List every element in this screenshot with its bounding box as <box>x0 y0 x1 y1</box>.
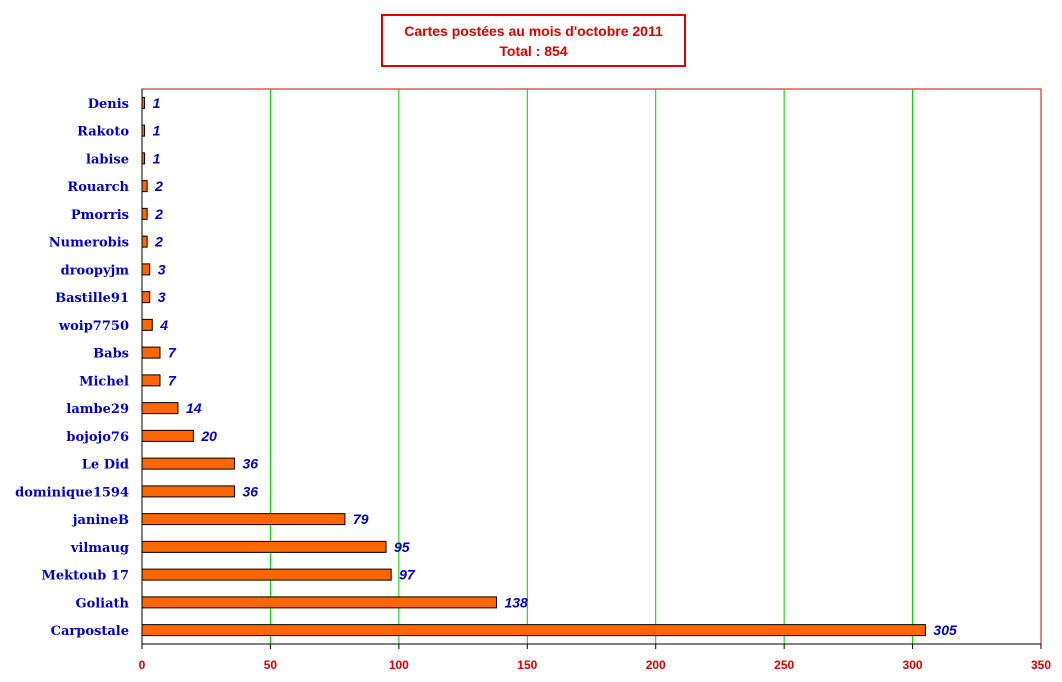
bar <box>141 513 346 526</box>
bar <box>141 346 161 359</box>
x-tick-labels: 0 50 100 150 200 250 300 350 <box>139 644 1051 672</box>
chart-title-box: Cartes postées au mois d'octobre 2011 To… <box>381 14 686 67</box>
x-tick-label: 150 <box>517 658 537 672</box>
value-label: 36 <box>242 483 258 499</box>
x-tick-label: 50 <box>264 658 278 672</box>
bar <box>141 457 235 470</box>
value-label: 97 <box>399 567 416 583</box>
chart-title: Cartes postées au mois d'octobre 2011 <box>404 22 663 39</box>
value-label: 1 <box>153 150 161 166</box>
category-label: bojojo76 <box>66 430 129 445</box>
category-label: Denis <box>88 97 129 112</box>
category-label: Carpostale <box>51 624 129 639</box>
category-label: Bastille91 <box>55 291 129 306</box>
bar <box>141 180 148 193</box>
category-label: lambe29 <box>66 402 129 417</box>
bar <box>141 485 235 498</box>
plot-area <box>141 88 1042 645</box>
value-label: 7 <box>168 345 177 361</box>
category-label: dominique1594 <box>15 485 129 500</box>
bars <box>141 96 926 637</box>
value-label: 14 <box>186 400 202 416</box>
value-label: 1 <box>153 95 161 111</box>
category-label: Rakoto <box>77 125 129 140</box>
value-label: 1 <box>153 123 161 139</box>
value-label: 4 <box>159 317 168 333</box>
bar <box>141 207 148 220</box>
value-label: 20 <box>200 428 217 444</box>
category-label: Numerobis <box>49 236 129 251</box>
x-tick-label: 0 <box>139 658 146 672</box>
category-label: Michel <box>79 374 129 389</box>
category-label: labise <box>86 152 129 167</box>
category-label: woip7750 <box>58 319 129 334</box>
value-label: 36 <box>242 456 258 472</box>
x-tick-label: 200 <box>646 658 666 672</box>
value-label: 79 <box>353 511 369 527</box>
value-label: 2 <box>154 206 163 222</box>
bar <box>141 596 497 609</box>
bar <box>141 402 179 415</box>
value-label: 3 <box>158 261 166 277</box>
bar <box>141 235 148 248</box>
category-label: Babs <box>93 347 129 362</box>
category-label: Rouarch <box>67 180 129 195</box>
bar <box>141 540 387 553</box>
value-label: 2 <box>154 178 163 194</box>
bar <box>141 568 392 581</box>
value-label: 305 <box>933 622 957 638</box>
category-label: vilmaug <box>70 541 129 556</box>
category-label: Mektoub 17 <box>41 569 129 584</box>
value-label: 2 <box>154 234 163 250</box>
bar <box>141 291 151 304</box>
category-labels: Denis Rakoto labise Rouarch Pmorris Numerobis… <box>15 97 129 639</box>
x-tick-label: 100 <box>389 658 409 672</box>
x-tick-label: 250 <box>774 658 794 672</box>
category-label: Pmorris <box>71 208 129 223</box>
category-label: droopyjm <box>61 263 130 278</box>
bar <box>141 263 151 276</box>
chart-subtitle: Total : 854 <box>499 42 568 59</box>
value-label: 138 <box>504 594 528 610</box>
category-label: janineB <box>72 513 129 528</box>
category-label: Goliath <box>75 596 129 611</box>
bar <box>141 318 153 331</box>
x-tick-label: 300 <box>903 658 923 672</box>
bar <box>141 429 194 442</box>
value-label: 3 <box>158 289 166 305</box>
bar <box>141 374 161 387</box>
bar <box>141 624 926 637</box>
category-label: Le Did <box>82 458 129 473</box>
value-label: 7 <box>168 372 177 388</box>
value-label: 95 <box>394 539 410 555</box>
x-tick-label: 350 <box>1031 658 1051 672</box>
